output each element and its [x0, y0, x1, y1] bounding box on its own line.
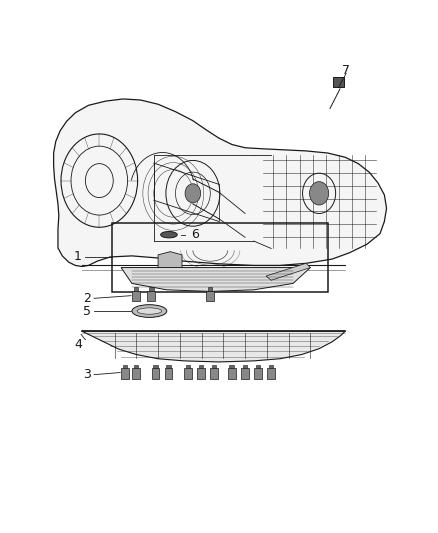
Bar — [267, 368, 275, 379]
Bar — [121, 368, 129, 379]
Polygon shape — [266, 263, 311, 280]
Bar — [228, 368, 236, 379]
Circle shape — [185, 184, 201, 203]
Bar — [166, 365, 171, 368]
Text: 6: 6 — [191, 228, 199, 241]
Bar — [184, 368, 192, 379]
Bar — [268, 365, 273, 368]
Bar — [132, 291, 140, 302]
Text: 1: 1 — [74, 251, 82, 263]
Bar — [113, 223, 328, 292]
Polygon shape — [82, 331, 345, 362]
Bar — [123, 365, 127, 368]
Bar — [255, 365, 260, 368]
Polygon shape — [53, 99, 387, 266]
Bar — [243, 365, 247, 368]
Bar — [152, 368, 159, 379]
Text: 7: 7 — [342, 64, 350, 77]
Ellipse shape — [137, 308, 162, 314]
Bar — [212, 365, 216, 368]
Polygon shape — [121, 268, 311, 292]
Bar — [149, 287, 154, 292]
Bar — [153, 365, 158, 368]
Bar — [254, 368, 261, 379]
Bar — [134, 365, 138, 368]
Bar — [333, 77, 344, 87]
Text: 5: 5 — [83, 304, 91, 318]
Text: 3: 3 — [83, 368, 91, 381]
Text: 4: 4 — [74, 338, 82, 351]
Bar — [230, 365, 234, 368]
Ellipse shape — [161, 231, 177, 238]
Bar — [132, 368, 140, 379]
Bar — [206, 291, 214, 302]
Polygon shape — [158, 252, 182, 268]
Ellipse shape — [132, 305, 167, 317]
Bar — [241, 368, 249, 379]
Text: 2: 2 — [83, 292, 91, 305]
Bar — [186, 365, 190, 368]
Bar — [197, 368, 205, 379]
Circle shape — [310, 182, 328, 205]
Bar — [210, 368, 218, 379]
Bar — [208, 287, 212, 292]
Bar — [134, 287, 138, 292]
Bar — [199, 365, 203, 368]
Bar — [165, 368, 173, 379]
Bar — [147, 291, 155, 302]
